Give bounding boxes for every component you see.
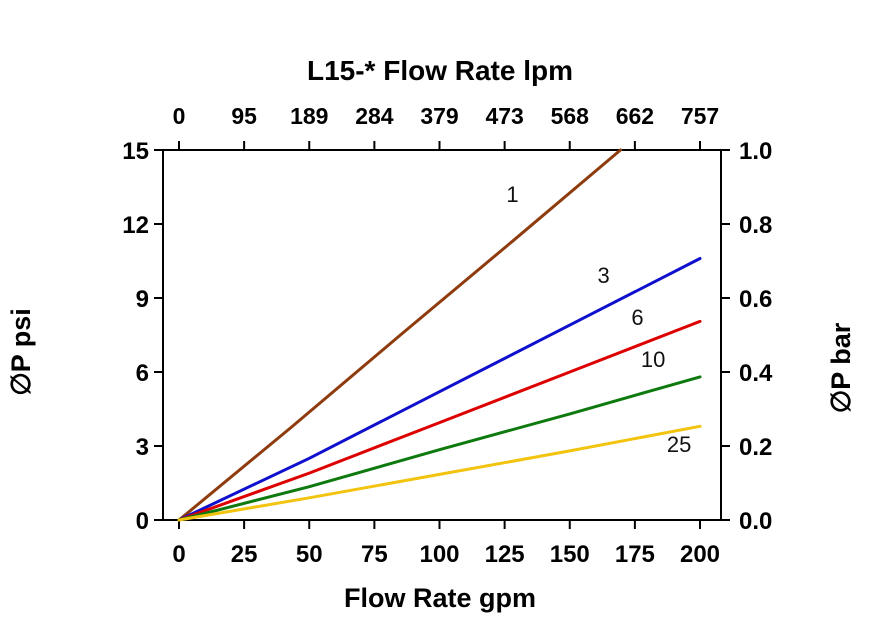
y-axis-tick-label-right: 0.6 bbox=[739, 286, 772, 313]
x-axis-tick-label-top: 379 bbox=[420, 103, 458, 129]
x-axis-tick-label-bottom: 150 bbox=[550, 541, 590, 568]
series-label-3: 3 bbox=[597, 263, 609, 288]
x-axis-tick-label-bottom: 125 bbox=[485, 541, 525, 568]
y-axis-tick-label-right: 0.8 bbox=[739, 212, 772, 239]
series-line-10 bbox=[177, 375, 702, 522]
x-axis-tick-label-bottom: 25 bbox=[231, 541, 258, 568]
x-axis-tick-label-top: 757 bbox=[681, 103, 719, 129]
y-axis-tick-label-right: 0.2 bbox=[739, 434, 772, 461]
series-label-25: 25 bbox=[667, 432, 691, 457]
x-axis-tick-label-top: 95 bbox=[231, 103, 257, 129]
chart-layer: 0025955018975284100379125473150568175662… bbox=[122, 103, 773, 568]
x-axis-tick-label-top: 473 bbox=[485, 103, 523, 129]
series-label-6: 6 bbox=[631, 305, 643, 330]
y-axis-tick-label-left: 9 bbox=[136, 286, 149, 313]
y-axis-tick-label-left: 6 bbox=[136, 360, 149, 387]
y-axis-tick-label-left: 15 bbox=[122, 138, 149, 165]
y-axis-tick-label-left: 12 bbox=[122, 212, 149, 239]
x-axis-label-bottom: Flow Rate gpm bbox=[344, 583, 536, 613]
x-axis-tick-label-bottom: 100 bbox=[419, 541, 459, 568]
series-line-1 bbox=[177, 148, 622, 522]
x-axis-tick-label-top: 568 bbox=[551, 103, 590, 129]
y-axis-tick-label-left: 3 bbox=[136, 434, 149, 461]
y-axis-label-left: ∅P psi bbox=[6, 308, 36, 396]
chart-title: L15-* Flow Rate lpm bbox=[307, 55, 573, 86]
y-axis-tick-label-left: 0 bbox=[136, 508, 149, 535]
x-axis-tick-label-top: 189 bbox=[290, 103, 328, 129]
series-line-25 bbox=[177, 424, 702, 522]
x-axis-tick-label-top: 662 bbox=[616, 103, 654, 129]
series-label-1: 1 bbox=[506, 182, 518, 207]
series-line-3 bbox=[177, 257, 702, 522]
y-axis-label-right: ∅P bar bbox=[826, 322, 856, 413]
x-axis-tick-label-bottom: 50 bbox=[296, 541, 323, 568]
x-axis-tick-label-bottom: 75 bbox=[361, 541, 388, 568]
y-axis-tick-label-right: 1.0 bbox=[739, 138, 772, 165]
x-axis-tick-label-bottom: 175 bbox=[615, 541, 655, 568]
plot-border bbox=[162, 149, 722, 521]
x-axis-tick-label-top: 284 bbox=[355, 103, 394, 129]
y-axis-tick-label-right: 0.4 bbox=[739, 360, 773, 387]
series-line-6 bbox=[177, 319, 702, 522]
series-label-10: 10 bbox=[641, 347, 665, 372]
x-axis-tick-label-top: 0 bbox=[173, 103, 186, 129]
x-axis-tick-label-bottom: 0 bbox=[172, 541, 185, 568]
y-axis-tick-label-right: 0.0 bbox=[739, 508, 772, 535]
x-axis-tick-label-bottom: 200 bbox=[680, 541, 720, 568]
